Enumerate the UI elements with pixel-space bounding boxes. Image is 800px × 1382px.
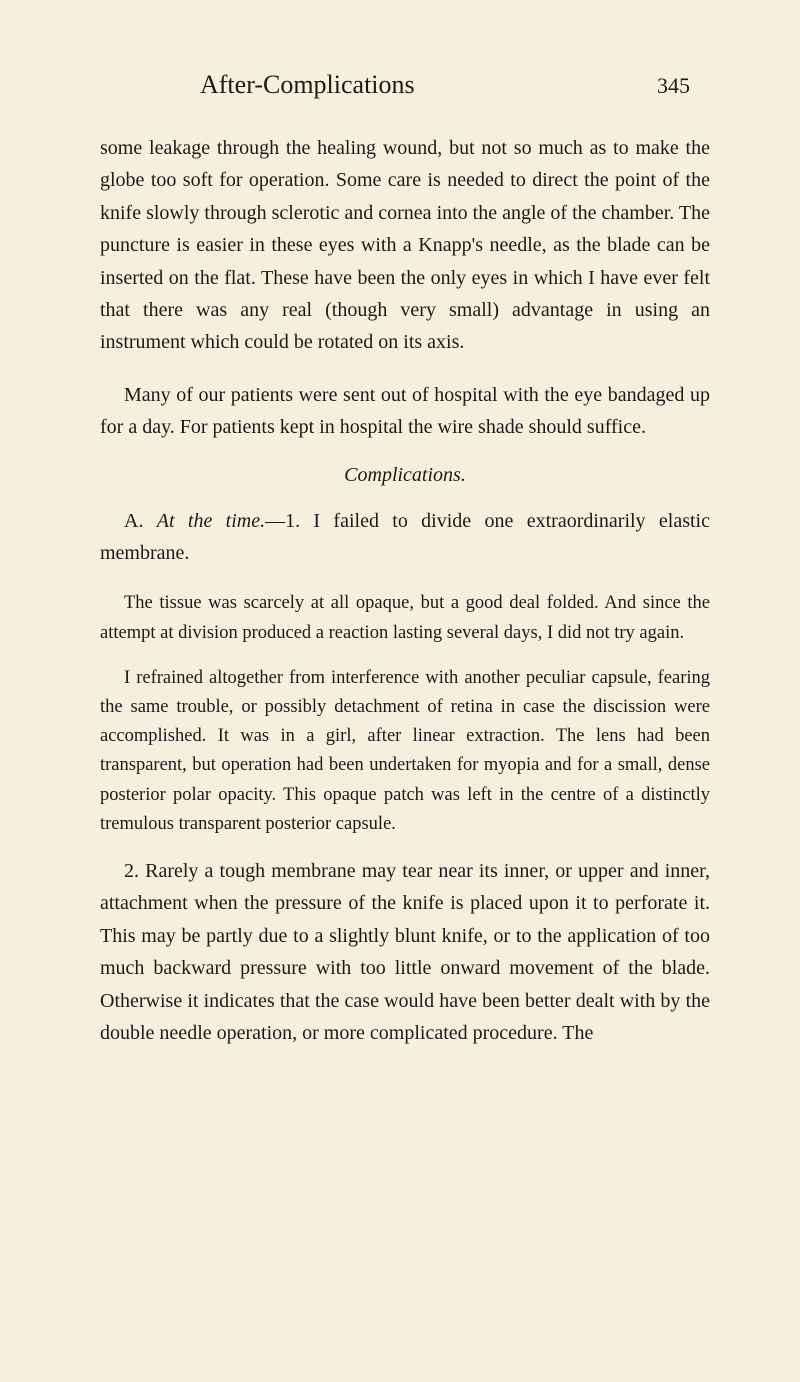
p3-italic: At the time. bbox=[157, 510, 265, 532]
section-heading: Complications. bbox=[100, 464, 710, 487]
page-number: 345 bbox=[657, 73, 690, 99]
p3-prefix: A. bbox=[124, 510, 157, 532]
paragraph-6: 2. Rarely a tough membrane may tear near… bbox=[100, 855, 710, 1049]
paragraph-1: some leakage through the healing wound, … bbox=[100, 132, 710, 359]
paragraph-3: A. At the time.—1. I failed to divide on… bbox=[100, 505, 710, 570]
paragraph-2: Many of our patients were sent out of ho… bbox=[100, 379, 710, 444]
paragraph-4: The tissue was scarcely at all opaque, b… bbox=[100, 589, 710, 647]
page-title: After-Complications bbox=[200, 70, 415, 100]
page-header: After-Complications 345 bbox=[100, 70, 710, 100]
paragraph-5: I refrained altogether from interference… bbox=[100, 664, 710, 839]
